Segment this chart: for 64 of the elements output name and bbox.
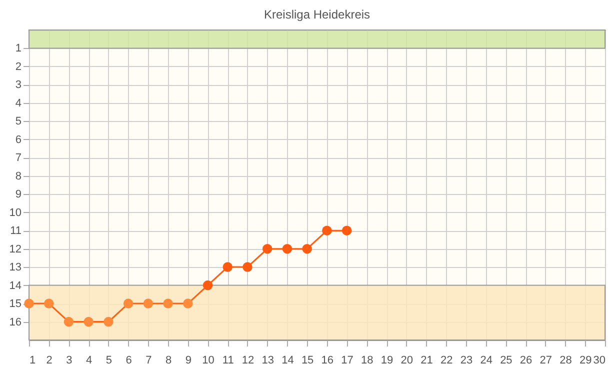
point xyxy=(322,226,332,236)
y-tick-label: 10 xyxy=(9,206,22,219)
y-tick-label: 15 xyxy=(9,298,22,310)
point xyxy=(222,262,232,272)
x-tick-label: 4 xyxy=(86,354,92,366)
x-tick-label: 27 xyxy=(540,354,552,366)
point xyxy=(202,280,213,290)
x-tick-label: 22 xyxy=(440,354,453,366)
x-tick-label: 12 xyxy=(242,354,254,366)
point xyxy=(342,226,352,236)
x-tick-label: 9 xyxy=(185,354,192,366)
y-tick-label: 4 xyxy=(15,97,22,110)
x-tick-label: 6 xyxy=(126,354,132,366)
x-tick-label: 17 xyxy=(341,354,354,366)
x-tick-label: 13 xyxy=(262,354,274,366)
x-tick-label: 14 xyxy=(282,354,294,366)
x-tick-label: 26 xyxy=(520,354,532,366)
x-tick-label: 20 xyxy=(400,354,414,366)
y-tick-label: 7 xyxy=(15,152,22,164)
point xyxy=(163,298,173,308)
x-tick-label: 28 xyxy=(560,354,572,366)
x-tick-label: 29 xyxy=(580,354,592,366)
x-tick-label: 7 xyxy=(146,354,152,366)
y-tick-label: 3 xyxy=(15,79,22,92)
x-tick-label: 16 xyxy=(321,354,334,366)
chart-title: Kreisliga Heidekreis xyxy=(264,8,370,22)
x-tick-label: 25 xyxy=(500,354,512,366)
point xyxy=(24,298,34,308)
x-tick-label: 3 xyxy=(66,354,72,366)
point xyxy=(84,316,94,327)
x-tick-label: 2 xyxy=(46,354,52,366)
x-tick-label: 18 xyxy=(361,354,374,366)
x-tick-label: 23 xyxy=(460,354,473,366)
y-tick-label: 14 xyxy=(9,280,22,292)
y-tick-label: 16 xyxy=(9,316,22,328)
x-tick-label: 19 xyxy=(380,354,394,366)
x-tick-label: 24 xyxy=(480,354,492,366)
y-tick-label: 9 xyxy=(15,188,22,201)
point xyxy=(123,298,134,308)
point xyxy=(64,316,74,327)
point xyxy=(183,298,193,308)
point xyxy=(262,244,272,254)
x-tick-label: 21 xyxy=(420,354,433,366)
point xyxy=(242,262,252,272)
x-tick-label: 11 xyxy=(222,354,234,366)
x-tick-label: 10 xyxy=(202,354,214,366)
x-tick-label: 15 xyxy=(301,354,314,366)
x-tick-label: 1 xyxy=(30,354,36,366)
y-tick-label: 5 xyxy=(15,116,22,128)
point xyxy=(44,298,54,308)
y-tick-label: 11 xyxy=(10,225,22,238)
point xyxy=(282,244,292,254)
point xyxy=(143,298,154,308)
x-tick-label: 8 xyxy=(165,354,172,366)
point xyxy=(104,316,114,327)
y-tick-label: 2 xyxy=(15,60,22,73)
y-tick-label: 13 xyxy=(9,262,22,274)
y-tick-label: 6 xyxy=(15,134,22,146)
y-tick-label: 1 xyxy=(15,42,22,55)
y-tick-label: 8 xyxy=(15,170,22,182)
x-tick-label: 30 xyxy=(593,354,606,366)
point xyxy=(302,244,312,254)
x-tick-label: 5 xyxy=(106,354,112,366)
y-tick-label: 12 xyxy=(9,243,22,256)
